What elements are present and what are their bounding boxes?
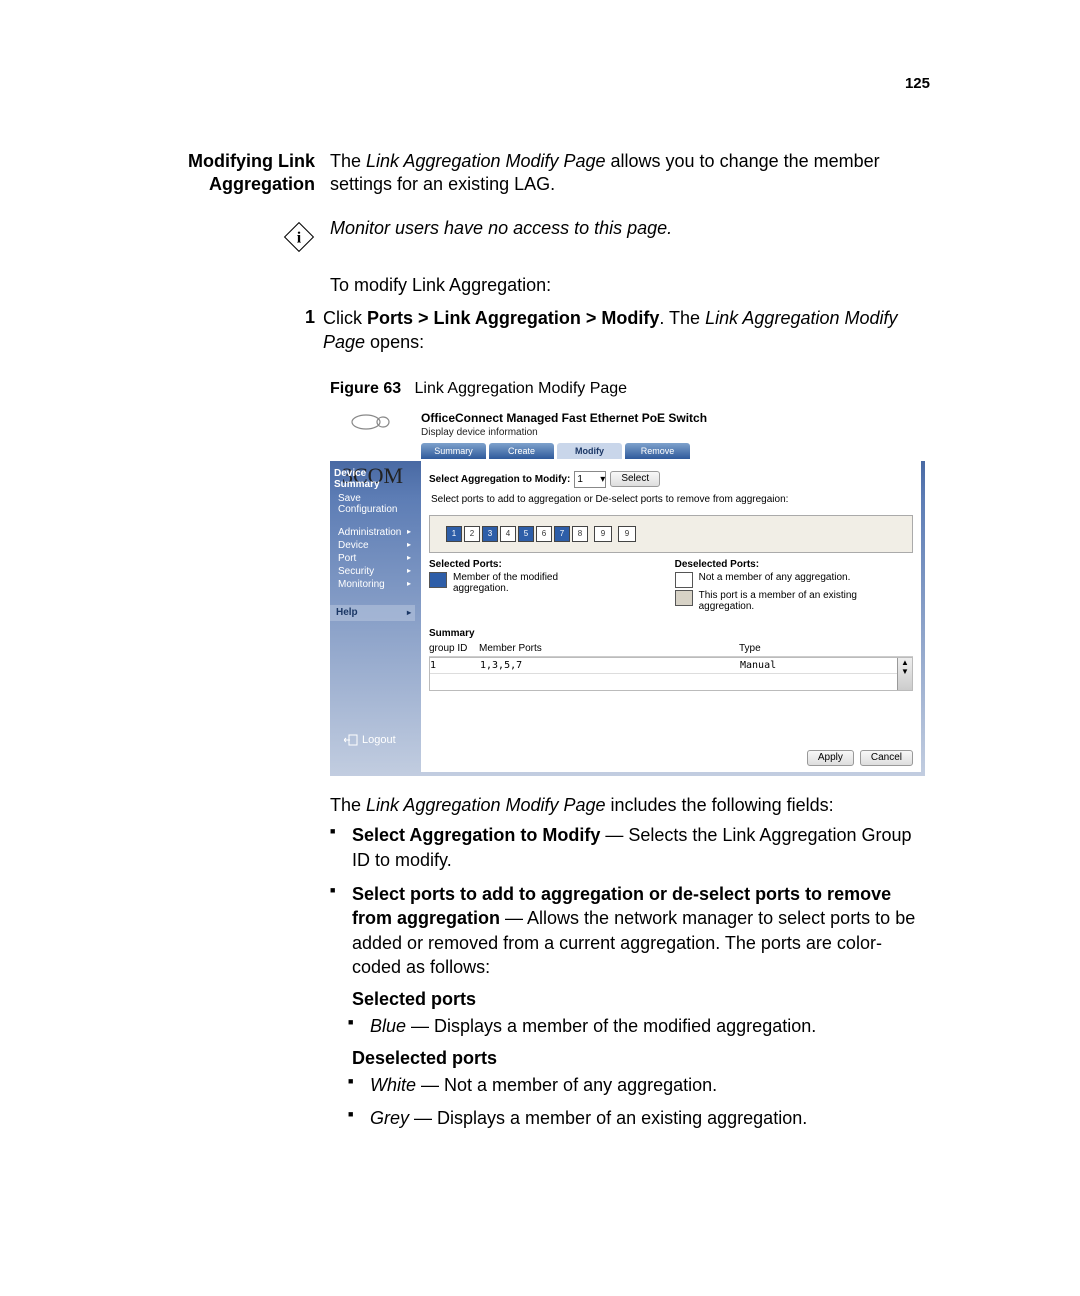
- logout-label: Logout: [362, 734, 396, 746]
- apply-button[interactable]: Apply: [807, 750, 854, 766]
- port-3[interactable]: 3: [482, 526, 498, 542]
- figure-caption: Figure 63 Link Aggregation Modify Page: [330, 380, 930, 398]
- cancel-button[interactable]: Cancel: [860, 750, 913, 766]
- sidebar-monitoring[interactable]: Monitoring: [330, 578, 415, 591]
- port-5[interactable]: 5: [518, 526, 534, 542]
- screenshot-figure: 3COM OfficeConnect Managed Fast Ethernet…: [330, 406, 925, 776]
- selected-ports-blue: Blue — Displays a member of the modified…: [370, 1014, 930, 1038]
- section-heading: Modifying Link Aggregation: [160, 150, 315, 195]
- port-4[interactable]: 4: [500, 526, 516, 542]
- port-instruction: Select ports to add to aggregation or De…: [421, 492, 921, 509]
- port-panel: 1234567899: [429, 515, 913, 553]
- table-header: group ID Member Ports Type: [429, 641, 913, 657]
- tab-modify[interactable]: Modify: [557, 443, 622, 459]
- legend-grey-text: This port is a member of an existing agg…: [699, 590, 913, 612]
- sidebar-port[interactable]: Port: [330, 552, 415, 565]
- port-2[interactable]: 2: [464, 526, 480, 542]
- legend-swatch-grey: [675, 590, 693, 606]
- scrollbar[interactable]: ▲▼: [897, 658, 912, 690]
- selected-ports-header: Selected Ports:: [429, 559, 615, 570]
- table-row[interactable]: 1 1,3,5,7 Manual: [430, 658, 912, 674]
- page-number: 125: [905, 75, 930, 92]
- legend-selected-text: Member of the modified aggregation.: [453, 572, 615, 594]
- tab-summary[interactable]: Summary: [421, 443, 486, 459]
- port-7[interactable]: 7: [554, 526, 570, 542]
- select-button[interactable]: Select: [610, 471, 660, 487]
- sidebar-administration[interactable]: Administration: [330, 526, 415, 539]
- fields-intro: The Link Aggregation Modify Page include…: [330, 794, 930, 817]
- select-agg-label: Select Aggregation to Modify:: [429, 474, 570, 485]
- sidebar-device-summary[interactable]: Device Summary: [330, 464, 415, 492]
- field-item-1: Select Aggregation to Modify — Selects t…: [352, 823, 930, 872]
- switch-title: OfficeConnect Managed Fast Ethernet PoE …: [415, 406, 925, 425]
- deselected-ports-grey: Grey — Displays a member of an existing …: [370, 1106, 930, 1130]
- port-9[interactable]: 9: [594, 526, 612, 542]
- port-8[interactable]: 8: [572, 526, 588, 542]
- legend-swatch-white: [675, 572, 693, 588]
- note-text: Monitor users have no access to this pag…: [330, 217, 930, 240]
- legend-swatch-blue: [429, 572, 447, 588]
- deselected-ports-white: White — Not a member of any aggregation.: [370, 1073, 930, 1097]
- logo-icon: [348, 412, 398, 432]
- port-1[interactable]: 1: [446, 526, 462, 542]
- sidebar: Device Summary Save Configuration Admini…: [330, 464, 415, 621]
- port-6[interactable]: 6: [536, 526, 552, 542]
- intro-paragraph: The Link Aggregation Modify Page allows …: [330, 150, 930, 197]
- info-icon: i: [283, 221, 315, 253]
- deselected-ports-heading: Deselected ports: [352, 1048, 930, 1069]
- switch-subtitle: Display device information: [415, 425, 925, 442]
- agg-select[interactable]: 1 ▾: [574, 471, 606, 488]
- lead-in: To modify Link Aggregation:: [330, 274, 930, 297]
- step-1-text: Click Ports > Link Aggregation > Modify.…: [323, 307, 930, 354]
- logout-icon: [344, 734, 358, 746]
- deselected-ports-header: Deselected Ports:: [675, 559, 913, 570]
- port-10[interactable]: 9: [618, 526, 636, 542]
- sidebar-help[interactable]: Help: [330, 605, 415, 621]
- field-item-2: Select ports to add to aggregation or de…: [352, 882, 930, 979]
- summary-heading: Summary: [421, 614, 921, 641]
- sidebar-device[interactable]: Device: [330, 539, 415, 552]
- logout-link[interactable]: Logout: [344, 734, 396, 746]
- legend-white-text: Not a member of any aggregation.: [699, 572, 851, 583]
- sidebar-security[interactable]: Security: [330, 565, 415, 578]
- tab-remove[interactable]: Remove: [625, 443, 690, 459]
- sidebar-save-config[interactable]: Save Configuration: [330, 492, 415, 516]
- step-number: 1: [160, 307, 323, 328]
- tab-create[interactable]: Create: [489, 443, 554, 459]
- svg-text:i: i: [297, 229, 302, 246]
- logo: 3COM: [330, 406, 415, 461]
- selected-ports-heading: Selected ports: [352, 989, 930, 1010]
